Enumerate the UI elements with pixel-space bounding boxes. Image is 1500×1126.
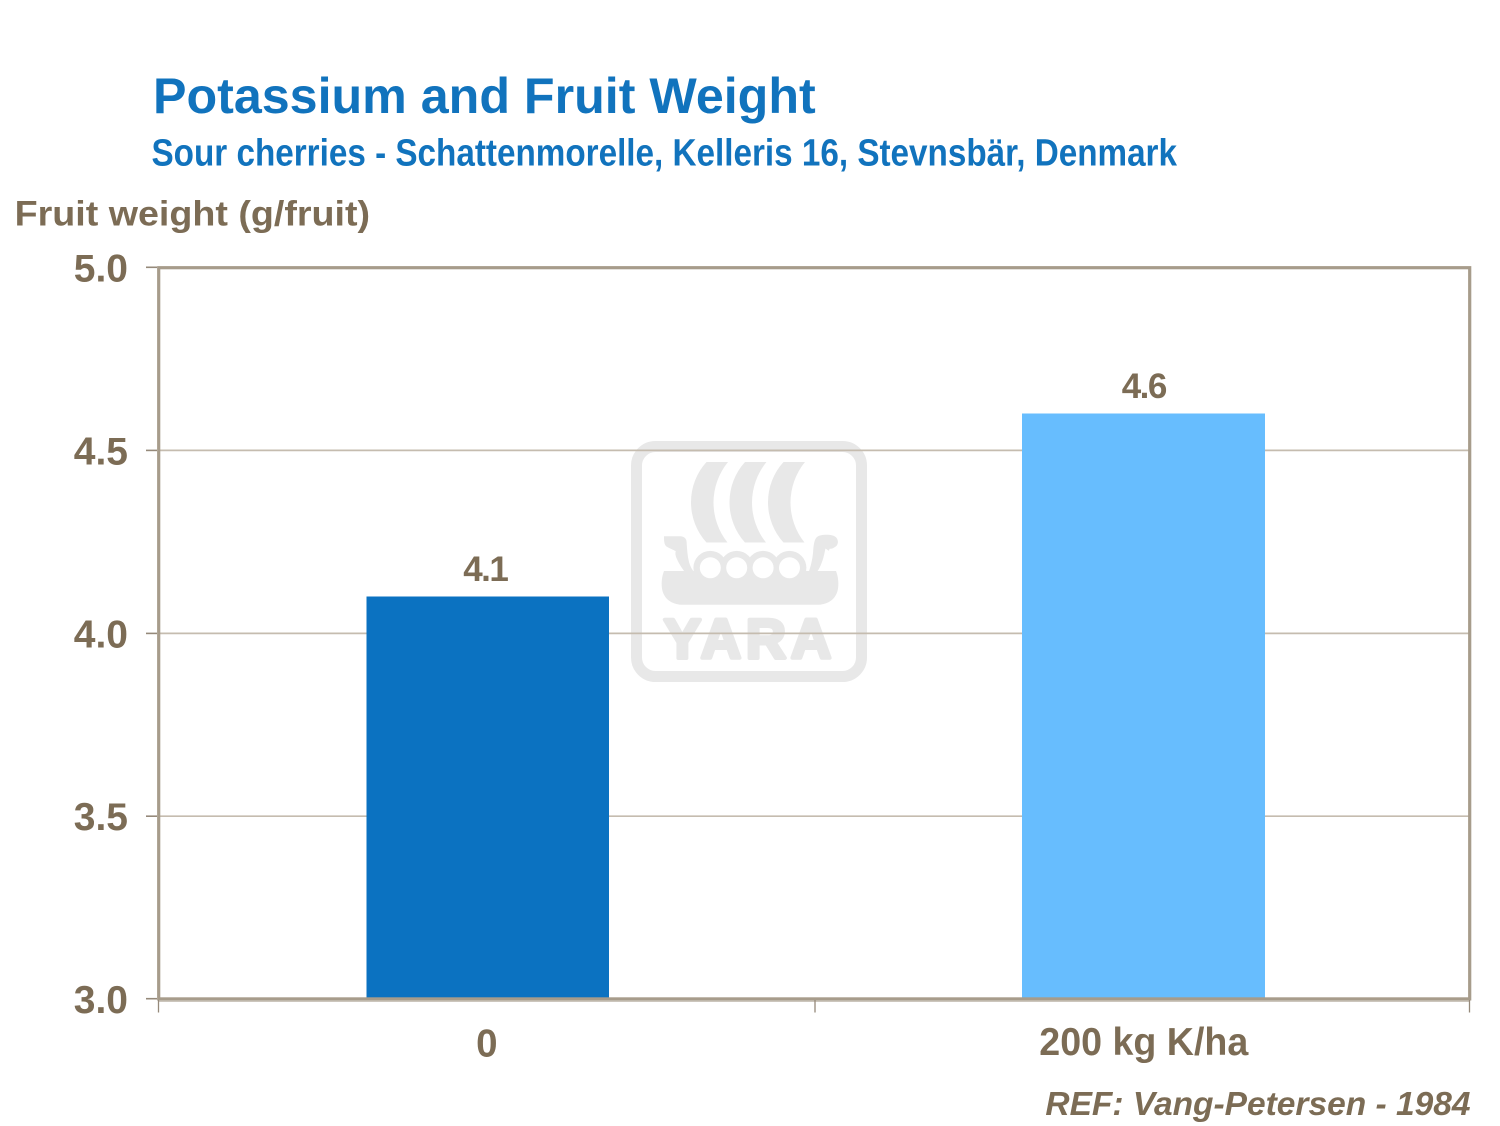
- svg-text:4.1: 4.1: [463, 550, 508, 589]
- svg-text:0: 0: [476, 1023, 497, 1066]
- svg-text:3.5: 3.5: [74, 796, 128, 839]
- svg-text:3.0: 3.0: [74, 979, 128, 1022]
- svg-text:Fruit weight (g/fruit): Fruit weight (g/fruit): [15, 195, 371, 234]
- svg-text:200 kg K/ha: 200 kg K/ha: [1039, 1021, 1249, 1064]
- svg-text:5.0: 5.0: [74, 248, 128, 291]
- svg-text:Sour cherries - Schattenmorell: Sour cherries - Schattenmorelle, Kelleri…: [152, 133, 1178, 175]
- svg-text:REF: Vang-Petersen - 1984: REF: Vang-Petersen - 1984: [1045, 1086, 1470, 1123]
- svg-text:4.6: 4.6: [1122, 367, 1167, 406]
- svg-text:YARA: YARA: [664, 608, 836, 670]
- svg-text:4.5: 4.5: [74, 431, 128, 474]
- svg-text:Potassium and Fruit Weight: Potassium and Fruit Weight: [153, 68, 816, 124]
- svg-text:4.0: 4.0: [74, 614, 128, 657]
